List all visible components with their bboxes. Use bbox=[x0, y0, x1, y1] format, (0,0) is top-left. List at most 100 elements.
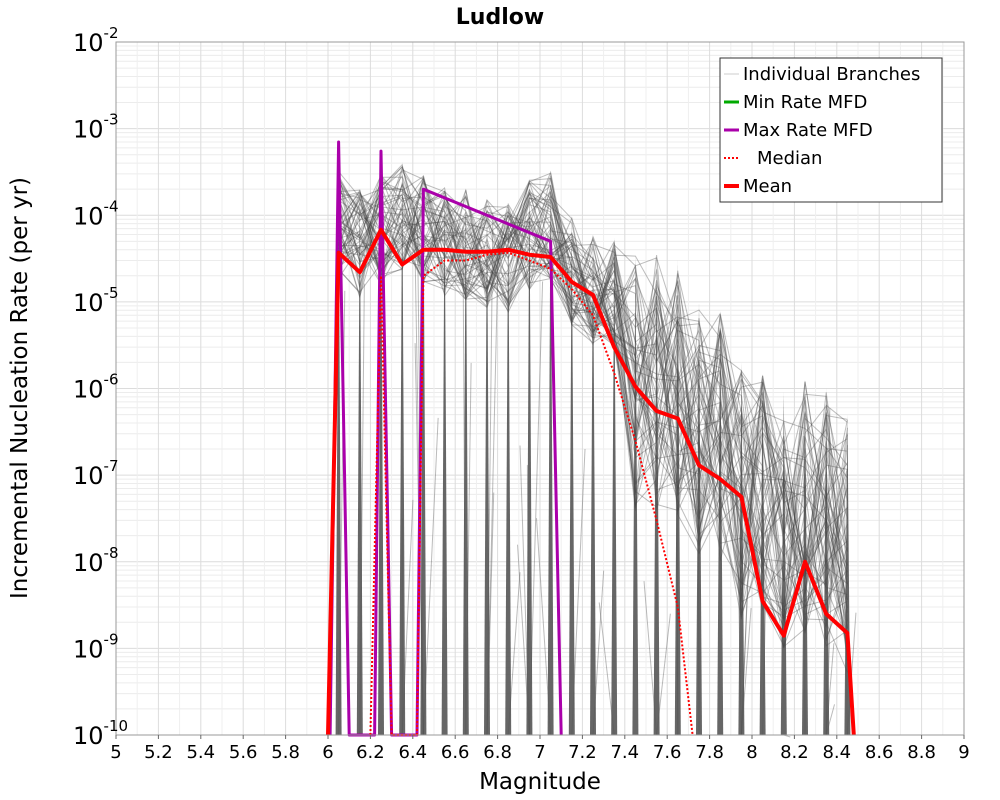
x-tick-label: 7 bbox=[534, 742, 545, 763]
x-tick-label: 5.6 bbox=[229, 742, 258, 763]
x-tick-label: 5.4 bbox=[186, 742, 215, 763]
branch-spike bbox=[420, 173, 427, 735]
branch-line bbox=[803, 435, 806, 736]
y-tick-label: 10-2 bbox=[73, 24, 119, 57]
series-line-median bbox=[369, 251, 694, 736]
legend-item-label: Mean bbox=[743, 176, 792, 197]
branch-spike bbox=[674, 260, 681, 735]
y-tick-exponent: -10 bbox=[104, 717, 129, 735]
series-layer bbox=[326, 140, 856, 737]
x-tick-label: 7.2 bbox=[568, 742, 597, 763]
branch-line bbox=[338, 175, 848, 603]
y-tick-label: 10-5 bbox=[73, 284, 119, 317]
branch-line bbox=[507, 572, 521, 736]
branch-line bbox=[422, 417, 439, 736]
branch-spike bbox=[568, 215, 575, 735]
x-tick-label: 6.8 bbox=[483, 742, 512, 763]
branch-line bbox=[535, 518, 552, 736]
branch-line bbox=[844, 500, 848, 736]
branch-spike bbox=[526, 179, 533, 736]
branch-line bbox=[736, 476, 742, 736]
y-tick-exponent: -3 bbox=[104, 111, 119, 129]
branch-line bbox=[762, 534, 768, 736]
legend-item-label: Max Rate MFD bbox=[743, 120, 873, 141]
y-tick-exponent: -9 bbox=[104, 630, 119, 648]
branch-spike bbox=[717, 310, 724, 735]
y-tick-label: 10-7 bbox=[73, 457, 119, 490]
branch-line bbox=[526, 465, 530, 736]
x-tick-label: 8.6 bbox=[865, 742, 894, 763]
branch-line bbox=[519, 445, 530, 736]
branch-line bbox=[825, 408, 831, 736]
branch-spike bbox=[738, 362, 745, 735]
branch-line bbox=[643, 581, 658, 736]
branch-line bbox=[598, 602, 615, 736]
branch-line bbox=[825, 704, 835, 736]
y-tick-exponent: -7 bbox=[104, 457, 119, 475]
x-tick-label: 8.4 bbox=[822, 742, 851, 763]
series-line-max-rate-mfd bbox=[328, 140, 563, 737]
branch-line bbox=[571, 448, 586, 736]
branch-line bbox=[517, 544, 530, 736]
y-tick-label: 10-9 bbox=[73, 630, 119, 663]
branch-line bbox=[528, 281, 544, 736]
y-tick-exponent: -8 bbox=[104, 544, 119, 562]
y-tick-exponent: -4 bbox=[104, 197, 119, 215]
legend-item-label: Individual Branches bbox=[743, 64, 920, 85]
branch-line bbox=[338, 177, 848, 641]
x-tick-label: 6.4 bbox=[398, 742, 427, 763]
branch-line bbox=[676, 295, 679, 736]
branch-spike bbox=[441, 185, 448, 735]
x-tick-label: 8 bbox=[746, 742, 757, 763]
branch-line bbox=[740, 608, 752, 736]
x-tick-labels: 5 5.2 5.4 5.6 5.8 6 6.2 6.4 6.6 6.8 7 7.2 7.4 7.6 7.8 8… bbox=[110, 735, 970, 763]
branch-spike bbox=[802, 378, 808, 735]
branch-spike bbox=[590, 234, 596, 735]
x-tick-label: 8.2 bbox=[780, 742, 809, 763]
branch-line bbox=[462, 226, 467, 736]
branch-line bbox=[465, 362, 472, 736]
branch-line bbox=[825, 507, 835, 736]
x-tick-label: 7.4 bbox=[610, 742, 639, 763]
x-tick-label: 7.6 bbox=[653, 742, 682, 763]
chart-title: Ludlow bbox=[456, 5, 544, 30]
y-tick-exponent: -6 bbox=[104, 371, 119, 389]
branch-line bbox=[359, 283, 365, 736]
branch-line bbox=[656, 613, 671, 736]
branch-line bbox=[486, 239, 499, 736]
x-tick-label: 9 bbox=[958, 742, 969, 763]
legend-item-label: Min Rate MFD bbox=[743, 92, 867, 113]
branch-line bbox=[697, 378, 700, 736]
branch-spike bbox=[356, 189, 363, 735]
branch-line bbox=[592, 570, 605, 736]
branch-spike bbox=[335, 168, 342, 735]
legend-item-label: Median bbox=[757, 148, 822, 169]
branch-spike bbox=[653, 254, 660, 735]
branch-line bbox=[338, 176, 848, 616]
y-tick-label: 10-6 bbox=[73, 371, 119, 404]
legend-box bbox=[719, 57, 943, 203]
branch-spike bbox=[759, 373, 766, 735]
branch-line bbox=[338, 178, 848, 608]
legend: Individual Branches Min Rate MFD Max Rate … bbox=[719, 57, 943, 203]
y-tick-label: 10-8 bbox=[73, 544, 119, 577]
branch-line bbox=[740, 453, 754, 736]
x-tick-label: 5.8 bbox=[271, 742, 300, 763]
branch-line bbox=[338, 182, 848, 639]
y-tick-exponent: -2 bbox=[104, 24, 119, 42]
branch-spike bbox=[780, 392, 787, 735]
x-axis-label: Magnitude bbox=[479, 769, 601, 795]
branch-spike bbox=[505, 202, 512, 735]
branch-spike bbox=[399, 161, 406, 735]
x-tick-label: 7.8 bbox=[695, 742, 724, 763]
branch-spike bbox=[462, 189, 469, 735]
x-tick-label: 8.8 bbox=[907, 742, 936, 763]
y-axis-label: Incremental Nucleation Rate (per yr) bbox=[7, 177, 33, 599]
branch-line bbox=[740, 425, 755, 736]
branch-spike bbox=[823, 388, 830, 735]
x-tick-label: 5.2 bbox=[144, 742, 173, 763]
branch-line bbox=[486, 220, 494, 736]
branch-spike bbox=[547, 171, 554, 735]
branch-line bbox=[825, 643, 835, 736]
